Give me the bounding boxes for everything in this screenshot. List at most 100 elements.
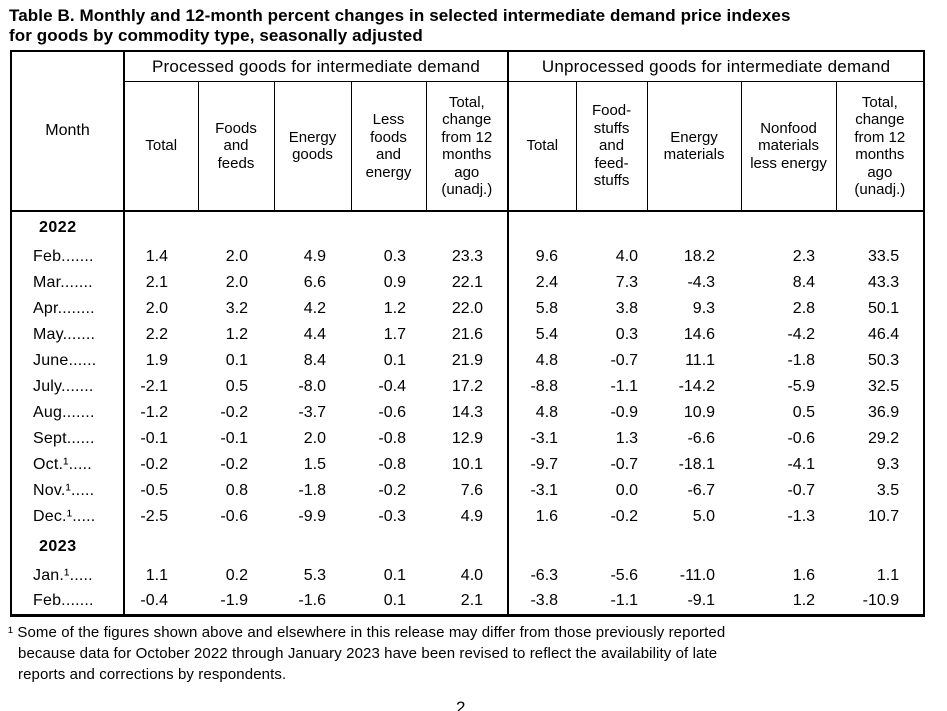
value-cell: -1.8: [298, 482, 326, 499]
value-cell: 2.1: [145, 274, 168, 291]
value-cell: [198, 211, 274, 244]
column-header-total-unprocessed: Total: [507, 81, 577, 212]
value-cell: -0.7: [610, 456, 639, 473]
value-cell: 29.2: [867, 430, 900, 447]
value-cell: 6.6: [303, 274, 326, 291]
value-cell: [647, 211, 741, 244]
value-cell: -1.2: [140, 404, 168, 421]
value-cell: -1.1: [610, 592, 639, 610]
value-cell: 1.7: [383, 326, 406, 343]
footnote-line-2: because data for October 2022 through Ja…: [18, 645, 718, 662]
group-header-processed: Processed goods for intermediate demand: [124, 51, 509, 82]
value-cell: 9.3: [876, 456, 900, 473]
value-cell: [198, 530, 274, 563]
value-cell: -0.4: [378, 378, 406, 395]
value-cell: 2.2: [145, 326, 168, 343]
value-cell: -0.2: [378, 482, 406, 499]
table-row: May....... 2.2 1.2 4.4 1.7 21.6 5.4 0.3 14.6 -4.2…: [11, 322, 924, 348]
value-cell: -1.3: [787, 508, 816, 525]
value-cell: 2.8: [792, 300, 816, 317]
value-cell: 46.4: [867, 326, 900, 343]
value-cell: -0.9: [610, 404, 639, 421]
value-cell: 2.0: [225, 274, 248, 291]
value-cell: -0.5: [140, 482, 168, 499]
month-cell: Feb.......: [11, 589, 125, 615]
value-cell: -4.3: [687, 274, 716, 291]
value-cell: 10.1: [451, 456, 484, 473]
value-cell: 1.2: [383, 300, 406, 317]
value-cell: -0.6: [220, 508, 248, 525]
value-cell: -4.2: [787, 326, 816, 343]
value-cell: -0.8: [378, 456, 406, 473]
column-header-total-change-unprocessed: Total, change from 12 months ago (unadj.…: [835, 81, 925, 212]
value-cell: -0.1: [220, 430, 248, 447]
value-cell: [647, 530, 741, 563]
month-cell: Jan.¹.....: [11, 563, 125, 589]
value-cell: -1.9: [220, 592, 248, 610]
value-cell: 10.9: [683, 404, 716, 421]
value-cell: 32.5: [867, 378, 900, 395]
value-cell: 0.1: [383, 352, 406, 369]
table-row: Feb....... 1.4 2.0 4.9 0.3 23.3 9.6 4.0 18.2 2.3 3…: [11, 244, 924, 270]
value-cell: 4.0: [615, 248, 639, 265]
value-cell: 9.3: [692, 300, 716, 317]
value-cell: [836, 211, 924, 244]
month-cell: Sept......: [11, 426, 125, 452]
value-cell: -9.1: [687, 592, 716, 610]
value-cell: -0.7: [787, 482, 816, 499]
value-cell: 14.6: [683, 326, 716, 343]
month-cell: Dec.¹.....: [11, 504, 125, 530]
value-cell: 50.3: [867, 352, 900, 369]
month-cell: Nov.¹.....: [11, 478, 125, 504]
year-row: 2022: [11, 211, 924, 244]
month-cell: May.......: [11, 322, 125, 348]
value-cell: 1.5: [303, 456, 326, 473]
value-cell: [124, 530, 198, 563]
value-cell: 1.4: [145, 248, 168, 265]
value-cell: 1.9: [145, 352, 168, 369]
value-cell: 14.3: [451, 404, 484, 421]
value-cell: 2.0: [303, 430, 326, 447]
table-row: Mar....... 2.1 2.0 6.6 0.9 22.1 2.4 7.3 -4.3 8.4 4…: [11, 270, 924, 296]
value-cell: 7.3: [615, 274, 639, 291]
table-title-line-1: Table B. Monthly and 12-month percent ch…: [9, 6, 791, 25]
value-cell: -4.1: [787, 456, 816, 473]
value-cell: 0.3: [383, 248, 406, 265]
value-cell: 23.3: [451, 248, 484, 265]
month-cell: Feb.......: [11, 244, 125, 270]
value-cell: 4.2: [303, 300, 326, 317]
value-cell: 1.2: [792, 592, 816, 610]
table-title-line-2: for goods by commodity type, seasonally …: [9, 26, 423, 45]
value-cell: -6.7: [687, 482, 716, 499]
value-cell: 4.8: [507, 348, 577, 374]
value-cell: -0.4: [140, 592, 168, 610]
value-cell: 5.3: [303, 567, 326, 584]
value-cell: 22.0: [451, 300, 484, 317]
value-cell: 8.4: [303, 352, 326, 369]
column-header-energy-goods: Energy goods: [273, 81, 351, 212]
group-header-row: Month Processed goods for intermediate d…: [11, 51, 925, 212]
value-cell: -2.5: [140, 508, 168, 525]
value-cell: 0.0: [615, 482, 639, 499]
value-cell: -1.8: [787, 352, 816, 369]
value-cell: 22.1: [451, 274, 484, 291]
column-header-row: Total Foods and feeds Energy goods Less …: [11, 81, 925, 212]
value-cell: 0.5: [792, 404, 816, 421]
table-row: Jan.¹..... 1.1 0.2 5.3 0.1 4.0 -6.3 -5.6 -11.0 1.…: [11, 563, 924, 589]
month-column-header: Month: [11, 51, 125, 212]
month-cell: June......: [11, 348, 125, 374]
value-cell: 4.8: [507, 400, 577, 426]
value-cell: -0.3: [378, 508, 406, 525]
table-row: Nov.¹..... -0.5 0.8 -1.8 -0.2 7.6 -3.1 0.0 -6.7 -…: [11, 478, 924, 504]
value-cell: 3.8: [615, 300, 639, 317]
value-cell: -0.7: [610, 352, 639, 369]
value-cell: 1.1: [876, 567, 900, 584]
value-cell: 0.1: [383, 567, 406, 584]
value-cell: 5.8: [507, 296, 577, 322]
value-cell: 4.9: [460, 508, 484, 525]
value-cell: 50.1: [867, 300, 900, 317]
value-cell: 0.1: [383, 592, 406, 610]
value-cell: -0.2: [220, 404, 248, 421]
value-cell: -5.9: [787, 378, 816, 395]
